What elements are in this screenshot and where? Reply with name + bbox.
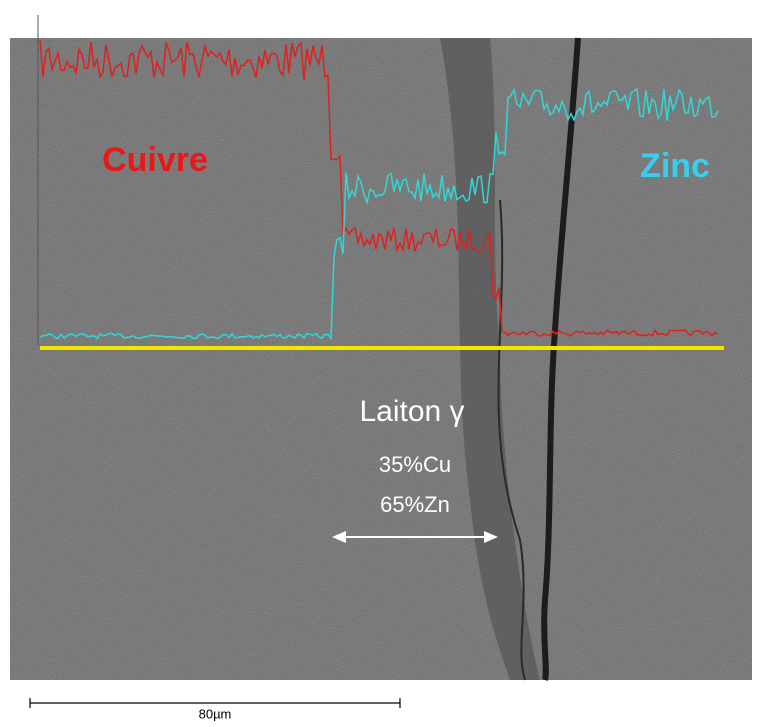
copper-profile [39,39,719,338]
crack [541,37,581,681]
zinc-label: Zinc [640,147,710,185]
crack-thin [497,199,526,681]
phase-label: Laiton γ [359,395,464,428]
copper-label: Cuivre [102,141,208,179]
composition-cu: 35%Cu [379,452,451,477]
zinc-profile [39,87,719,341]
scale-bar [29,698,401,708]
composition-zn: 65%Zn [380,492,450,517]
scale-label: 80µm [199,706,232,721]
sem-texture [10,38,752,680]
width-arrow [332,531,498,543]
